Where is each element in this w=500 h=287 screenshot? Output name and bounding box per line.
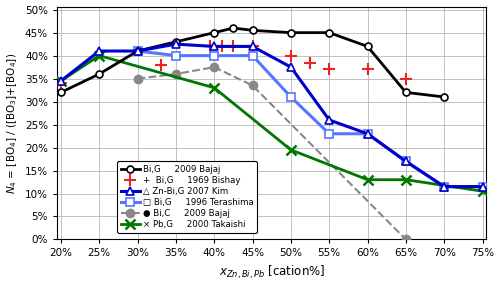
X-axis label: $x_{Zn,Bi,Pb}$ [cation%]: $x_{Zn,Bi,Pb}$ [cation%] xyxy=(218,264,325,282)
Legend: Bi,G     2009 Bajaj, +  Bi,G     1969 Bishay, △ Zn-Bi,G 2007 Kim, □ Bi,G     199: Bi,G 2009 Bajaj, + Bi,G 1969 Bishay, △ Z… xyxy=(117,161,257,233)
Y-axis label: $N_4$ = [BO$_4$] / ([BO$_3$]+[BO$_4$]): $N_4$ = [BO$_4$] / ([BO$_3$]+[BO$_4$]) xyxy=(6,53,20,194)
